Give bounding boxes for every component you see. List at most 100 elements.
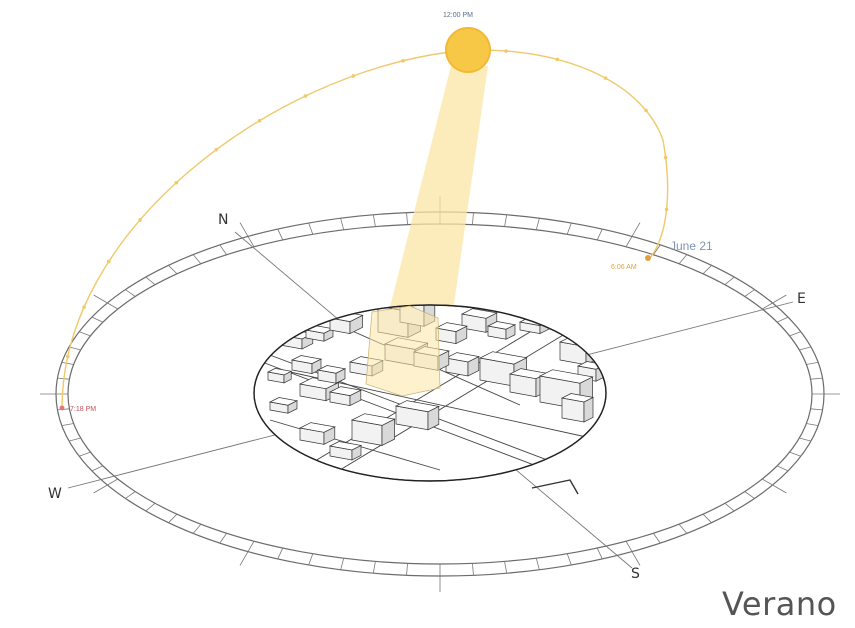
sun-path-hour-dot xyxy=(82,305,86,309)
compass-tick xyxy=(308,222,314,235)
building xyxy=(316,365,347,384)
compass-tick xyxy=(125,491,136,499)
compass-tick xyxy=(168,265,178,275)
compass-tick xyxy=(68,346,81,351)
compass-tick xyxy=(535,558,540,570)
building xyxy=(394,400,440,431)
sun-path-hour-dot xyxy=(107,259,111,264)
sunset-time-label: 7:18 PM xyxy=(70,406,97,413)
compass-tick xyxy=(776,316,789,323)
compass-tick xyxy=(277,228,284,241)
sunset-marker xyxy=(59,405,65,411)
compass-tick xyxy=(340,558,345,570)
compass-tick xyxy=(79,331,91,337)
sun-path-hour-dot xyxy=(214,147,219,152)
compass-tick xyxy=(472,212,474,225)
compass-tick xyxy=(68,437,81,442)
compass-tick xyxy=(192,254,202,265)
compass-tick xyxy=(799,346,812,351)
compass-ticks xyxy=(40,196,840,592)
compass-tick xyxy=(406,212,408,225)
sunrise-marker xyxy=(645,255,651,261)
compass-tick xyxy=(472,563,474,576)
compass-tick xyxy=(810,377,823,380)
sun xyxy=(445,27,491,73)
compass-tick xyxy=(806,362,819,365)
west-label: W xyxy=(48,486,62,502)
compass-tick xyxy=(724,502,735,512)
compass-tick xyxy=(504,214,508,227)
compass-tick xyxy=(308,553,314,566)
sunrise-time-label: 6:06 AM xyxy=(611,264,637,271)
sun-path-hour-dot xyxy=(65,354,70,359)
compass-tick xyxy=(535,218,540,230)
sun-path-hour-dot xyxy=(303,94,308,98)
compass-tick xyxy=(702,265,712,275)
north-arrow-bracket xyxy=(531,479,579,495)
compass-tick xyxy=(678,254,688,265)
sun-path-hour-dot xyxy=(603,76,608,80)
east-label: E xyxy=(797,291,806,307)
compass-tick xyxy=(61,362,74,365)
compass-tick xyxy=(168,513,178,523)
compass-tick xyxy=(744,289,755,297)
building xyxy=(328,386,362,407)
compass-tick xyxy=(219,244,227,255)
compass-tick xyxy=(93,478,119,494)
building xyxy=(444,352,480,377)
date-label: June 21 xyxy=(670,239,713,253)
compass-tick xyxy=(776,465,789,472)
compass-tick xyxy=(566,222,572,235)
building xyxy=(350,413,396,446)
compass-tick xyxy=(79,451,91,457)
compass-tick xyxy=(678,523,688,534)
compass-tick xyxy=(789,331,801,337)
compass-tick xyxy=(596,547,603,560)
compass-tick xyxy=(372,561,376,574)
compass-tick xyxy=(91,316,104,323)
sun-path-hour-dot xyxy=(644,108,648,113)
compass-tick xyxy=(239,541,255,566)
compass-tick xyxy=(340,218,345,230)
compass-tick xyxy=(93,294,119,310)
compass-tick xyxy=(653,533,661,544)
compass-tick xyxy=(125,289,136,297)
building xyxy=(268,397,299,414)
building xyxy=(266,368,293,384)
compass-tick xyxy=(145,502,156,512)
building xyxy=(290,355,323,375)
noon-time-label: 12:00 PM xyxy=(443,12,473,19)
compass-tick xyxy=(277,547,284,560)
north-label: N xyxy=(218,212,229,228)
building xyxy=(434,322,468,345)
building xyxy=(298,422,336,445)
site-model xyxy=(253,304,607,482)
building xyxy=(486,321,517,340)
compass-tick xyxy=(406,563,408,576)
south-label: S xyxy=(631,566,640,582)
compass-tick xyxy=(372,214,376,227)
season-label: Verano xyxy=(722,585,837,623)
compass-tick xyxy=(810,408,823,411)
sun-path-hour-dot xyxy=(664,207,669,212)
compass-tick xyxy=(653,244,661,255)
compass-tick xyxy=(806,423,819,426)
compass-tick xyxy=(239,222,255,247)
compass-tick xyxy=(596,228,603,241)
compass-tick xyxy=(504,561,508,574)
sunlit-building-cluster xyxy=(365,305,441,397)
sun-path-hour-dot xyxy=(401,59,405,63)
compass-tick xyxy=(192,523,202,534)
compass-tick xyxy=(219,533,227,544)
sun-path-hour-dot xyxy=(504,49,508,53)
compass-tick xyxy=(702,513,712,523)
building xyxy=(560,393,595,423)
compass-tick xyxy=(799,437,812,442)
compass-tick xyxy=(761,294,787,310)
building xyxy=(478,351,528,387)
building xyxy=(328,311,364,335)
sun-path-hour-dot xyxy=(174,180,179,185)
sun-path-hour-dot xyxy=(351,74,356,78)
building xyxy=(328,441,363,461)
